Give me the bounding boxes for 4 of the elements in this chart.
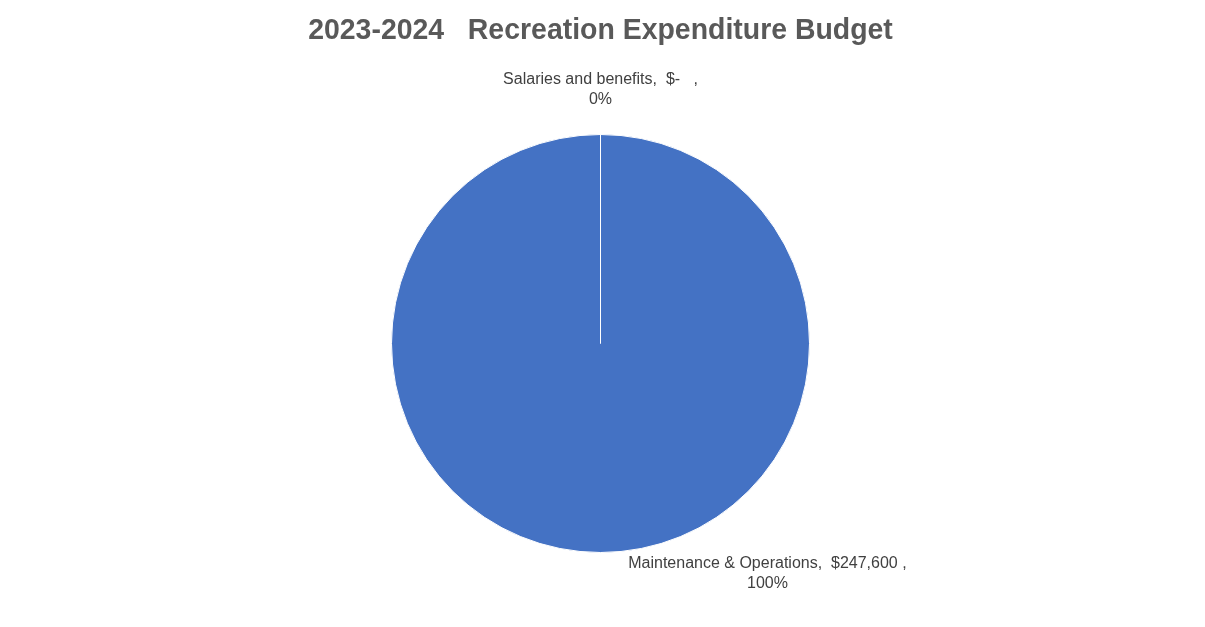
chart-title: 2023-2024 Recreation Expenditure Budget [308,12,894,46]
slice-label: Maintenance & Operations, $247,600 , 100% [628,553,907,591]
text: 0% [588,89,613,107]
category-label: Salaries and benefits, $- , [503,69,698,87]
